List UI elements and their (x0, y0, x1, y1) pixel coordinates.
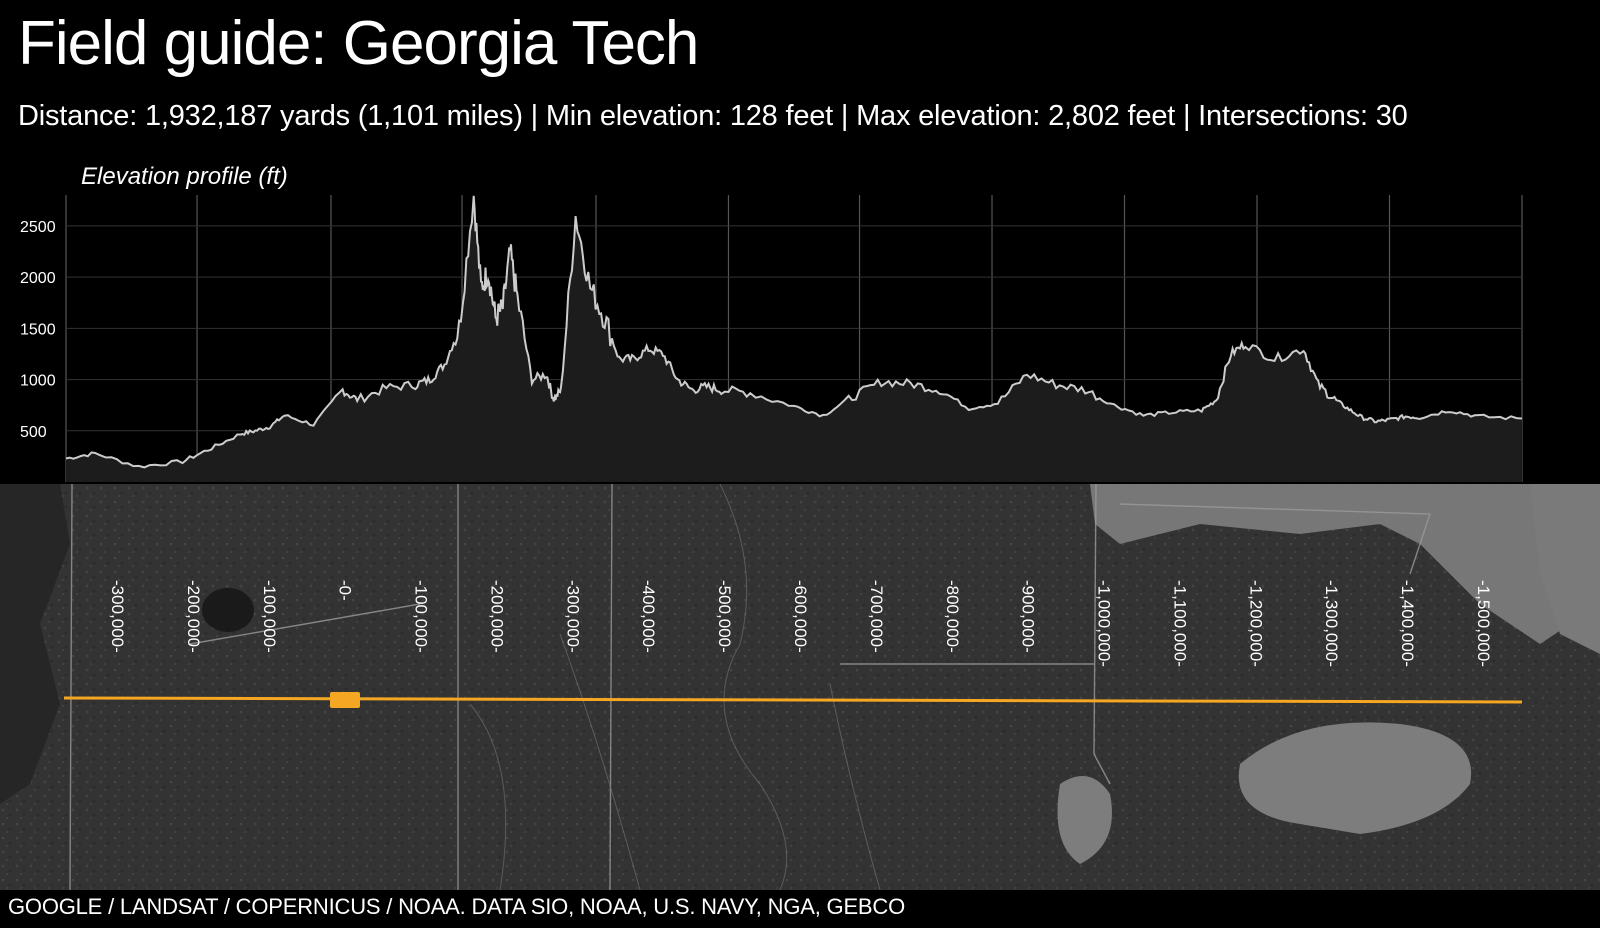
distance-marker-label: -1,200,000- (1246, 580, 1265, 667)
chart-title: Elevation profile (ft) (81, 163, 288, 190)
elevation-area (66, 195, 1522, 483)
distance-marker-label: -100,000- (260, 580, 279, 653)
route-line (63, 696, 1523, 704)
image-credit: GOOGLE / LANDSAT / COPERNICUS / NOAA. DA… (8, 894, 905, 919)
elevation-profile-chart: 500 1000 1500 2000 2500 (20, 195, 1523, 483)
distance-marker-label: -100,000- (412, 580, 431, 653)
distance-marker-label: -200,000- (487, 580, 506, 653)
distance-marker-label: -300,000- (563, 580, 582, 653)
coast-west (0, 484, 70, 804)
distance-marker-label: -1,300,000- (1322, 580, 1341, 667)
school-marker-icon[interactable] (330, 692, 360, 708)
distance-marker-label: -1,000,000- (1095, 580, 1114, 667)
lake-east (1530, 484, 1600, 654)
distance-marker-label: -600,000- (791, 580, 810, 653)
y-tick-label: 2000 (20, 270, 56, 287)
lake-michigan-north (1090, 484, 1600, 644)
lake-inlet (1057, 776, 1112, 864)
lake-erie (1238, 722, 1472, 834)
distance-marker-label: -200,000- (184, 580, 203, 653)
y-tick-label: 500 (20, 424, 47, 441)
y-tick-label: 1500 (20, 321, 56, 338)
rivers (469, 484, 881, 890)
distance-marker-label: -700,000- (867, 580, 886, 653)
state-borders (69, 484, 1431, 890)
distance-marker-label: -800,000- (943, 580, 962, 653)
distance-marker-label: -500,000- (715, 580, 734, 653)
y-tick-label: 2500 (20, 219, 56, 236)
distance-marker-label: -300,000- (108, 580, 127, 653)
map-overlay: -300,000- -200,000- -100,000- -0- -100,000- -… (0, 484, 1600, 890)
distance-marker-label: -1,100,000- (1170, 580, 1189, 667)
page-title: Field guide: Georgia Tech (18, 9, 699, 78)
distance-marker-label: -900,000- (1019, 580, 1038, 653)
distance-marker-label: -400,000- (639, 580, 658, 653)
distance-marker-label: -1,500,000- (1474, 580, 1493, 667)
distance-marker-label: -0- (336, 580, 355, 601)
distance-marker-label: -1,400,000- (1398, 580, 1417, 667)
elevation-line (65, 195, 1523, 469)
y-axis-ticks: 500 1000 1500 2000 2500 (20, 219, 56, 441)
lake-small (202, 588, 254, 632)
distance-markers: -300,000- -200,000- -100,000- -0- -100,000- -… (108, 580, 1493, 667)
satellite-map[interactable]: -300,000- -200,000- -100,000- -0- -100,000- -… (0, 484, 1600, 890)
route-stats: Distance: 1,932,187 yards (1,101 miles) … (18, 100, 1408, 132)
y-tick-label: 1000 (20, 373, 56, 390)
